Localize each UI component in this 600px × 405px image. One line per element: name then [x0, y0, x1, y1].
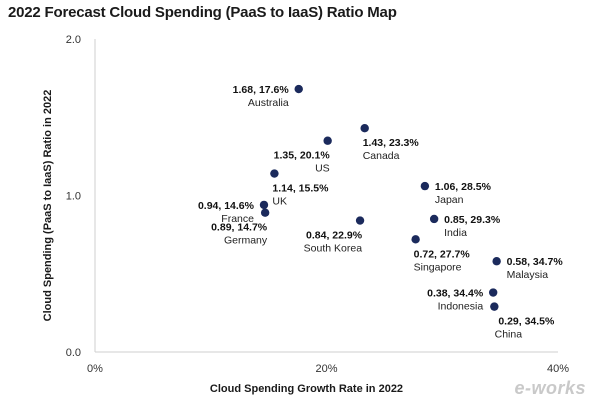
x-tick-label: 20% — [315, 363, 337, 375]
country-label: US — [315, 163, 330, 175]
data-point — [360, 124, 369, 133]
data-point — [492, 257, 501, 266]
data-value-label: 0.72, 27.7% — [414, 248, 471, 260]
country-label: South Korea — [304, 243, 363, 255]
data-value-label: 0.84, 22.9% — [306, 230, 363, 242]
data-point — [411, 235, 420, 244]
y-axis-title: Cloud Spending (PaaS to IaaS) Ratio in 2… — [42, 90, 54, 322]
data-point — [270, 169, 279, 178]
x-axis-title: Cloud Spending Growth Rate in 2022 — [210, 383, 403, 395]
x-tick-label: 0% — [87, 363, 103, 375]
data-value-label: 1.43, 23.3% — [363, 137, 420, 149]
country-label: Canada — [363, 150, 400, 162]
data-value-label: 0.94, 14.6% — [198, 200, 255, 212]
data-point — [429, 214, 439, 224]
country-label: Malaysia — [507, 269, 549, 281]
country-label: Indonesia — [438, 301, 484, 313]
data-point — [355, 216, 365, 225]
data-point — [488, 288, 498, 297]
data-point — [259, 200, 269, 210]
data-value-label: 0.29, 34.5% — [498, 316, 555, 328]
watermark-logo: e-works — [514, 378, 586, 398]
country-label: Germany — [224, 235, 268, 247]
data-point — [294, 84, 303, 94]
data-value-label: 1.14, 15.5% — [272, 183, 329, 195]
x-tick-label: 40% — [547, 363, 569, 375]
data-value-label: 0.89, 14.7% — [211, 222, 268, 234]
data-value-label: 0.38, 34.4% — [427, 288, 484, 300]
country-label: UK — [272, 196, 287, 208]
country-label: China — [495, 329, 523, 341]
y-tick-label: 2.0 — [66, 34, 81, 46]
data-value-label: 1.35, 20.1% — [274, 150, 331, 162]
country-label: India — [444, 227, 467, 239]
data-point — [490, 302, 499, 311]
country-label: Singapore — [414, 261, 462, 273]
data-value-label: 0.85, 29.3% — [444, 214, 501, 226]
data-point — [260, 208, 270, 217]
data-value-label: 1.68, 17.6% — [233, 84, 290, 96]
y-tick-label: 0.0 — [66, 347, 81, 359]
data-point — [323, 136, 332, 145]
y-tick-label: 1.0 — [66, 191, 81, 203]
data-value-label: 1.06, 28.5% — [435, 181, 492, 193]
country-label: France — [221, 213, 254, 225]
chart-title: 2022 Forecast Cloud Spending (PaaS to Ia… — [8, 4, 397, 21]
country-label: Japan — [435, 194, 464, 206]
country-label: Australia — [248, 97, 289, 109]
data-value-label: 0.58, 34.7% — [507, 256, 564, 268]
data-point — [420, 181, 430, 191]
